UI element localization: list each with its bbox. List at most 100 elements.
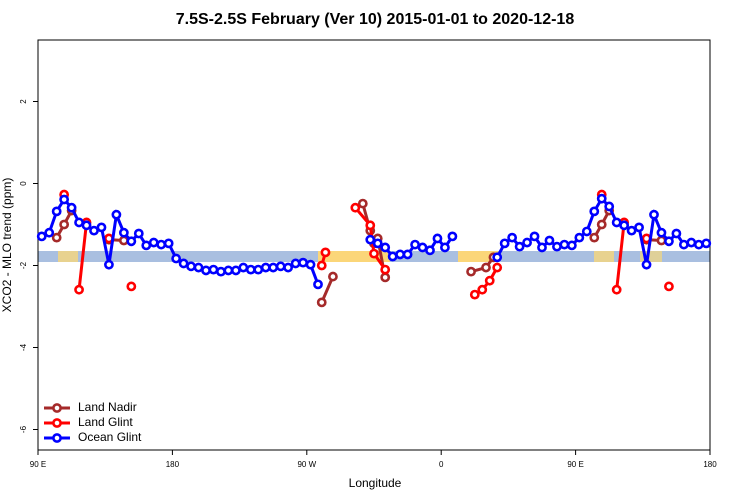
x-tick-label: 180 bbox=[166, 460, 180, 469]
point bbox=[275, 261, 286, 272]
point bbox=[492, 262, 503, 273]
point bbox=[230, 265, 241, 276]
point bbox=[634, 222, 644, 233]
point bbox=[178, 258, 189, 269]
point bbox=[141, 240, 152, 251]
point bbox=[89, 225, 99, 236]
point bbox=[193, 262, 204, 273]
point bbox=[313, 279, 323, 290]
point bbox=[260, 262, 271, 273]
point bbox=[686, 237, 697, 248]
point bbox=[477, 284, 488, 295]
point bbox=[626, 225, 637, 236]
point bbox=[44, 227, 55, 238]
legend-label: Land Nadir bbox=[78, 400, 137, 414]
point bbox=[611, 284, 622, 295]
point bbox=[316, 260, 327, 271]
point bbox=[357, 198, 368, 209]
point bbox=[611, 217, 622, 228]
point bbox=[216, 266, 226, 277]
point bbox=[499, 238, 510, 249]
legend-marker bbox=[52, 418, 62, 428]
point bbox=[298, 257, 308, 268]
point bbox=[589, 232, 600, 243]
point bbox=[559, 239, 570, 250]
point bbox=[649, 209, 659, 220]
point bbox=[66, 202, 77, 213]
point bbox=[253, 264, 264, 275]
point bbox=[469, 289, 480, 300]
y-tick-label: 2 bbox=[19, 99, 28, 104]
point bbox=[51, 232, 62, 243]
point bbox=[328, 271, 338, 282]
point bbox=[156, 239, 167, 250]
point bbox=[372, 238, 383, 249]
y-tick-label: -4 bbox=[19, 343, 28, 351]
point bbox=[581, 226, 592, 237]
legend-label: Land Glint bbox=[78, 415, 133, 429]
point bbox=[81, 220, 92, 231]
point bbox=[417, 242, 428, 253]
point bbox=[369, 248, 379, 259]
point bbox=[59, 194, 70, 205]
point bbox=[596, 219, 607, 230]
x-tick-label: 0 bbox=[439, 460, 444, 469]
point bbox=[664, 236, 674, 247]
point bbox=[104, 259, 114, 270]
point bbox=[596, 193, 607, 204]
legend-marker bbox=[52, 433, 62, 443]
point bbox=[410, 239, 420, 250]
point bbox=[566, 240, 577, 251]
y-tick-label: -6 bbox=[19, 425, 28, 433]
point bbox=[268, 262, 279, 273]
point bbox=[163, 238, 174, 249]
y-axis-label: XCO2 - MLO trend (ppm) bbox=[0, 178, 14, 313]
point bbox=[201, 265, 211, 276]
point bbox=[589, 206, 600, 217]
x-tick-label: 180 bbox=[703, 460, 717, 469]
point bbox=[693, 239, 704, 250]
point bbox=[552, 241, 562, 252]
point bbox=[671, 228, 682, 239]
point bbox=[238, 262, 249, 273]
point bbox=[320, 247, 331, 258]
point bbox=[365, 234, 376, 245]
point bbox=[656, 227, 667, 238]
point bbox=[544, 235, 555, 246]
y-tick-label: 0 bbox=[19, 181, 28, 186]
point bbox=[701, 238, 712, 249]
point bbox=[492, 252, 503, 263]
point bbox=[171, 253, 182, 264]
point bbox=[425, 245, 435, 256]
point bbox=[574, 232, 585, 243]
point bbox=[402, 249, 413, 260]
x-tick-label: 90 E bbox=[30, 460, 46, 469]
point bbox=[96, 222, 107, 233]
point bbox=[380, 264, 391, 275]
point bbox=[350, 202, 361, 213]
point bbox=[316, 297, 327, 308]
point bbox=[186, 261, 196, 272]
point bbox=[36, 231, 47, 242]
point bbox=[223, 265, 234, 276]
point bbox=[126, 236, 137, 247]
point bbox=[126, 281, 137, 292]
point bbox=[245, 264, 256, 275]
point bbox=[619, 220, 630, 231]
point bbox=[74, 284, 84, 295]
legend-marker bbox=[52, 403, 62, 413]
point bbox=[466, 266, 476, 277]
point bbox=[365, 220, 376, 231]
point bbox=[447, 231, 458, 242]
point bbox=[133, 228, 144, 239]
chart-title: 7.5S-2.5S February (Ver 10) 2015-01-01 t… bbox=[176, 11, 575, 28]
point bbox=[283, 262, 294, 273]
point bbox=[380, 242, 391, 253]
point bbox=[641, 259, 652, 270]
legend-label: Ocean Glint bbox=[78, 430, 142, 444]
point bbox=[514, 241, 525, 252]
point bbox=[481, 262, 491, 273]
point bbox=[604, 201, 615, 212]
point bbox=[51, 206, 62, 217]
